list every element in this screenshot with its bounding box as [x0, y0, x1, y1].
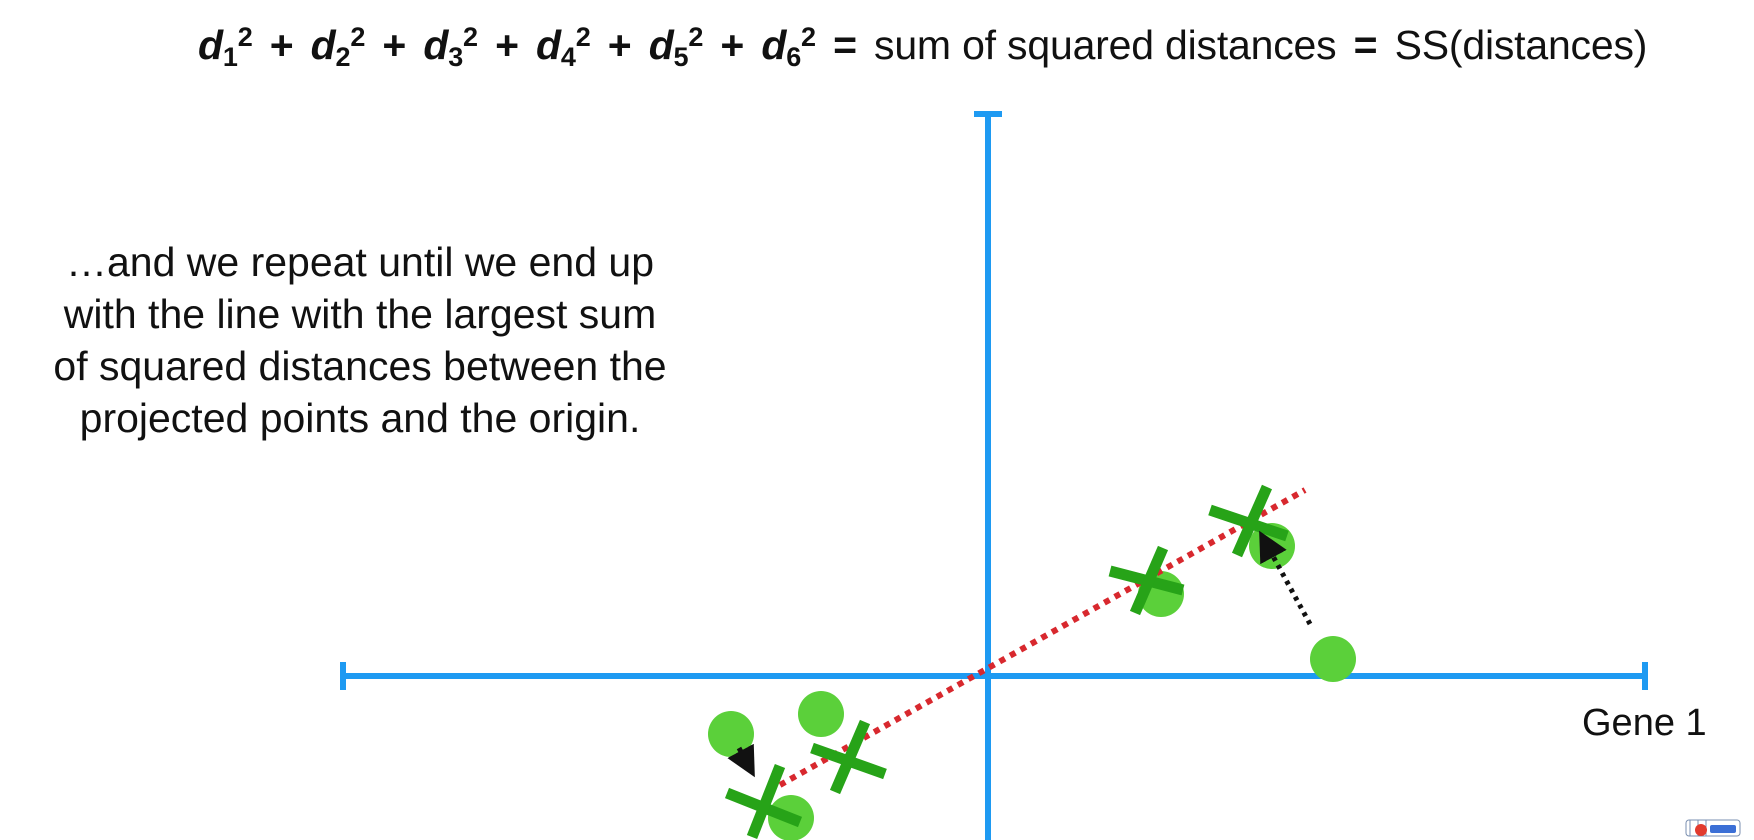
plus-sign: + — [495, 22, 519, 68]
caption-line: of squared distances between the — [53, 343, 667, 389]
projection-arrow — [1259, 530, 1313, 626]
term-d2: d22 — [310, 22, 366, 72]
formula-abbreviation: SS(distances) — [1394, 22, 1648, 68]
term-d6: d62 — [761, 22, 816, 72]
term-d4: d42 — [536, 22, 591, 72]
x-axis-label: Gene 1 — [1582, 702, 1707, 744]
term-d3: d32 — [423, 22, 478, 72]
equals-sign: = — [1353, 22, 1378, 68]
projected-point-icon — [810, 719, 887, 795]
axes — [340, 111, 1648, 840]
data-point — [708, 711, 754, 757]
caption-line: …and we repeat until we end up — [65, 239, 655, 285]
data-point — [1310, 636, 1356, 682]
data-point — [798, 691, 844, 737]
equals-sign: = — [833, 22, 857, 68]
projected-point-icon — [1108, 545, 1185, 616]
caption-line: with the line with the largest sum — [63, 291, 657, 337]
projected-points — [724, 484, 1289, 840]
projected-point-icon — [724, 763, 803, 840]
data-points — [708, 523, 1356, 840]
projection-arrows — [727, 530, 1313, 778]
statquest-logo-icon — [1685, 819, 1741, 837]
caption-line: projected points and the origin. — [79, 395, 641, 441]
best-fit-line — [778, 487, 1307, 788]
plus-sign: + — [382, 22, 407, 68]
plus-sign: + — [720, 22, 745, 68]
formula-heading: d12 + d22 + d32 + d42 + d52 + d62 = sum … — [198, 14, 1738, 76]
term-d5: d52 — [648, 22, 704, 72]
term-d1: d12 — [198, 22, 253, 72]
formula-meaning: sum of squared distances — [874, 22, 1337, 68]
plus-sign: + — [269, 22, 294, 68]
explanation-caption: …and we repeat until we end up with the … — [10, 236, 710, 444]
plus-sign: + — [607, 22, 632, 68]
